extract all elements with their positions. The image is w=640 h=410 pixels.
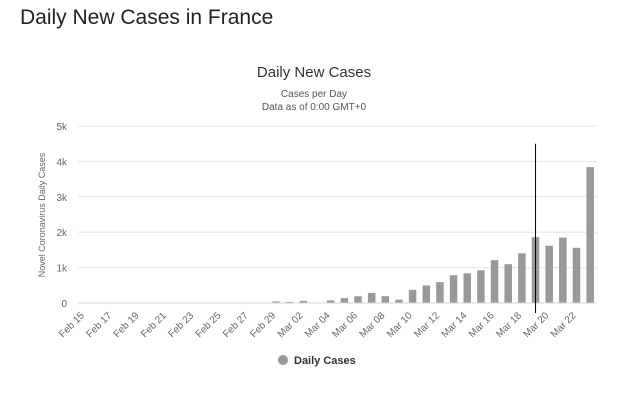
x-tick-label: Mar 02 (276, 310, 306, 340)
bar[interactable] (354, 296, 362, 303)
x-tick-label: Feb 21 (139, 310, 169, 340)
y-tick-label: 2k (56, 228, 68, 239)
bar[interactable] (382, 296, 390, 303)
bar[interactable] (409, 290, 417, 303)
x-tick-label: Feb 15 (57, 310, 87, 340)
x-tick-label: Mar 20 (522, 310, 552, 340)
chart-title: Daily New Cases (257, 64, 371, 81)
x-tick-label: Mar 14 (440, 310, 470, 340)
chart-subtitle: Cases per Day (281, 89, 347, 100)
x-tick-label: Feb 19 (112, 310, 142, 340)
y-tick-label: 4k (56, 157, 68, 168)
y-tick-label: 3k (56, 193, 68, 204)
bar[interactable] (341, 298, 349, 303)
y-tick-label: 1k (56, 264, 68, 275)
legend-marker-icon (278, 355, 288, 365)
y-tick-label: 5k (56, 122, 68, 133)
x-tick-label: Feb 23 (166, 310, 196, 340)
bar[interactable] (586, 167, 594, 303)
bar[interactable] (559, 238, 567, 303)
x-tick-label: Mar 22 (549, 310, 579, 340)
bar[interactable] (504, 264, 512, 303)
bar[interactable] (477, 270, 485, 303)
bar[interactable] (573, 248, 581, 303)
bar[interactable] (423, 285, 431, 303)
x-tick-label: Mar 12 (412, 310, 442, 340)
legend-label[interactable]: Daily Cases (294, 355, 356, 367)
gridlines (78, 126, 597, 268)
x-tick-label: Mar 10 (385, 310, 415, 340)
x-tick-label: Feb 29 (248, 310, 278, 340)
x-tick-label: Feb 25 (194, 310, 224, 340)
bar[interactable] (368, 293, 376, 303)
bar[interactable] (545, 246, 553, 303)
chart-subtitle-date: Data as of 0:00 GMT+0 (262, 102, 367, 113)
y-axis-ticks: 0 1k 2k 3k 4k 5k (56, 122, 68, 310)
x-tick-label: Mar 08 (358, 310, 388, 340)
y-axis-label: Novel Coronavirus Daily Cases (37, 152, 47, 277)
bar[interactable] (463, 273, 471, 303)
x-tick-label: Feb 27 (221, 310, 251, 340)
x-tick-label: Mar 04 (303, 310, 333, 340)
bar[interactable] (450, 275, 458, 303)
bar[interactable] (491, 260, 499, 303)
x-tick-label: Feb 17 (84, 310, 114, 340)
bar[interactable] (436, 282, 444, 303)
legend[interactable]: Daily Cases (278, 355, 356, 367)
x-tick-label: Mar 16 (467, 310, 497, 340)
x-tick-label: Mar 06 (330, 310, 360, 340)
y-tick-label: 0 (61, 299, 67, 310)
x-tick-label: Mar 18 (494, 310, 524, 340)
bar-series-daily-cases (272, 167, 594, 303)
bar[interactable] (518, 253, 526, 303)
